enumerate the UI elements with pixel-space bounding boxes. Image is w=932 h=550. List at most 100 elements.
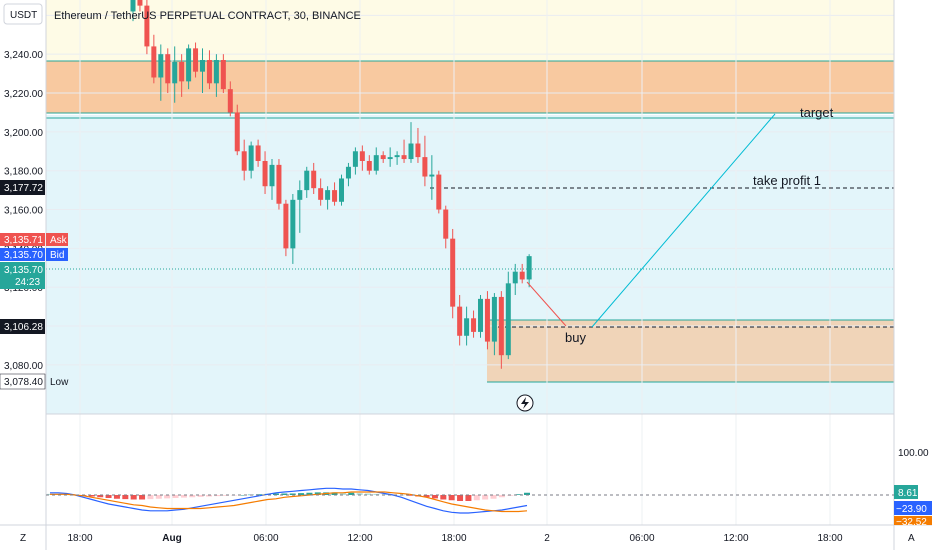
candle-body[interactable] xyxy=(339,178,344,202)
candle-body[interactable] xyxy=(276,164,282,204)
candle-body[interactable] xyxy=(464,318,470,336)
buy-annotation[interactable]: buy xyxy=(565,330,586,345)
target-annotation[interactable]: target xyxy=(800,105,834,120)
indicator-value2: −23.90 xyxy=(894,501,932,515)
indicator-bar xyxy=(180,495,187,498)
price-label-low: 3,078.40 Low xyxy=(0,373,69,390)
candle-body[interactable] xyxy=(415,143,421,158)
svg-text:3,135.71: 3,135.71 xyxy=(4,235,43,246)
candle-body[interactable] xyxy=(255,145,261,161)
candle-body[interactable] xyxy=(484,298,490,342)
price-label-ask: 3,135.71 Ask xyxy=(0,233,68,246)
candle-body[interactable] xyxy=(429,174,435,177)
indicator-bar xyxy=(189,495,196,498)
candle-body[interactable] xyxy=(366,160,372,171)
lightning-icon[interactable] xyxy=(516,394,534,412)
timezone-icon[interactable]: Z xyxy=(20,533,26,544)
candle-body[interactable] xyxy=(505,283,511,356)
price-label-bid: 3,135.70 Bid xyxy=(0,248,68,261)
candle-body[interactable] xyxy=(478,298,483,332)
candle-body[interactable] xyxy=(422,157,428,177)
price-label-last: 3,135.70 24:23 xyxy=(0,262,45,289)
candle-body[interactable] xyxy=(380,155,386,160)
candle-body[interactable] xyxy=(172,61,178,84)
candle-body[interactable] xyxy=(248,145,254,171)
candle-body[interactable] xyxy=(519,271,525,280)
candle-body[interactable] xyxy=(144,5,150,47)
projection-down-line[interactable] xyxy=(526,281,567,327)
price-label-level2: 3,106.28 xyxy=(0,319,45,334)
indicator-bar xyxy=(130,495,137,500)
indicator-bar xyxy=(356,493,363,495)
indicator-bar xyxy=(448,495,455,501)
candle-body[interactable] xyxy=(443,209,449,239)
price-tick: 3,180.00 xyxy=(4,167,43,178)
candle-body[interactable] xyxy=(345,166,351,179)
candle-body[interactable] xyxy=(262,160,268,187)
price-tick: 3,080.00 xyxy=(4,361,43,372)
candle-body[interactable] xyxy=(318,188,324,200)
candle-body[interactable] xyxy=(526,256,532,280)
svg-text:Bid: Bid xyxy=(50,250,64,261)
candle-body[interactable] xyxy=(457,306,463,336)
indicator-bar xyxy=(406,495,413,496)
candle-body[interactable] xyxy=(450,238,456,307)
candle-body[interactable] xyxy=(394,155,400,158)
candle-body[interactable] xyxy=(130,0,136,12)
candle-body[interactable] xyxy=(408,143,414,160)
indicator-bar xyxy=(306,492,313,495)
candle-body[interactable] xyxy=(234,112,240,152)
candle-body[interactable] xyxy=(332,190,338,202)
candle-body[interactable] xyxy=(325,190,331,200)
take-profit-annotation[interactable]: take profit 1 xyxy=(753,173,821,188)
time-tick: 12:00 xyxy=(723,533,748,544)
candle-body[interactable] xyxy=(158,54,164,78)
candle-body[interactable] xyxy=(359,151,365,161)
indicator-bar xyxy=(457,495,464,501)
candle-body[interactable] xyxy=(373,155,379,171)
candle-body[interactable] xyxy=(304,170,310,191)
indicator-bar xyxy=(524,492,530,495)
chart-title[interactable]: Ethereum / TetherUS PERPETUAL CONTRACT, … xyxy=(54,10,361,22)
indicator-bar xyxy=(113,495,120,499)
time-axis[interactable]: 18:00 Aug 06:00 12:00 18:00 2 06:00 12:00 18:00 xyxy=(67,533,842,544)
candles-group xyxy=(130,0,532,369)
candle-body[interactable] xyxy=(165,54,171,84)
candle-body[interactable] xyxy=(311,170,317,189)
candle-body[interactable] xyxy=(151,46,157,78)
candle-body[interactable] xyxy=(206,60,212,84)
candle-body[interactable] xyxy=(471,318,477,332)
time-tick: Aug xyxy=(162,533,181,544)
candle-body[interactable] xyxy=(387,157,393,160)
candle-body[interactable] xyxy=(269,164,275,187)
candle-body[interactable] xyxy=(290,199,296,249)
time-tick: 18:00 xyxy=(817,533,842,544)
indicator-bar xyxy=(256,494,263,495)
candle-body[interactable] xyxy=(227,89,233,113)
candle-body[interactable] xyxy=(436,174,442,210)
currency-badge[interactable]: USDT xyxy=(3,3,43,25)
candle-body[interactable] xyxy=(137,0,143,6)
svg-text:3,135.70: 3,135.70 xyxy=(4,265,43,276)
candle-body[interactable] xyxy=(512,271,518,284)
candle-body[interactable] xyxy=(241,151,247,171)
candle-body[interactable] xyxy=(401,155,407,160)
candle-body[interactable] xyxy=(283,203,289,249)
candle-body[interactable] xyxy=(352,151,358,167)
svg-text:USDT: USDT xyxy=(10,10,37,21)
candle-body[interactable] xyxy=(220,60,226,90)
candle-body[interactable] xyxy=(213,60,219,84)
candle-body[interactable] xyxy=(200,60,205,72)
candle-body[interactable] xyxy=(186,48,192,82)
candle-body[interactable] xyxy=(179,61,185,82)
candle-body[interactable] xyxy=(193,48,199,72)
projection-up-line[interactable] xyxy=(591,113,776,328)
candle-body[interactable] xyxy=(498,296,504,356)
indicator-bar xyxy=(147,495,154,500)
indicator-bar xyxy=(348,492,355,495)
candle-body[interactable] xyxy=(491,296,497,342)
auto-scale-button[interactable]: A xyxy=(908,533,915,544)
time-tick: 18:00 xyxy=(441,533,466,544)
candle-body[interactable] xyxy=(297,190,303,200)
